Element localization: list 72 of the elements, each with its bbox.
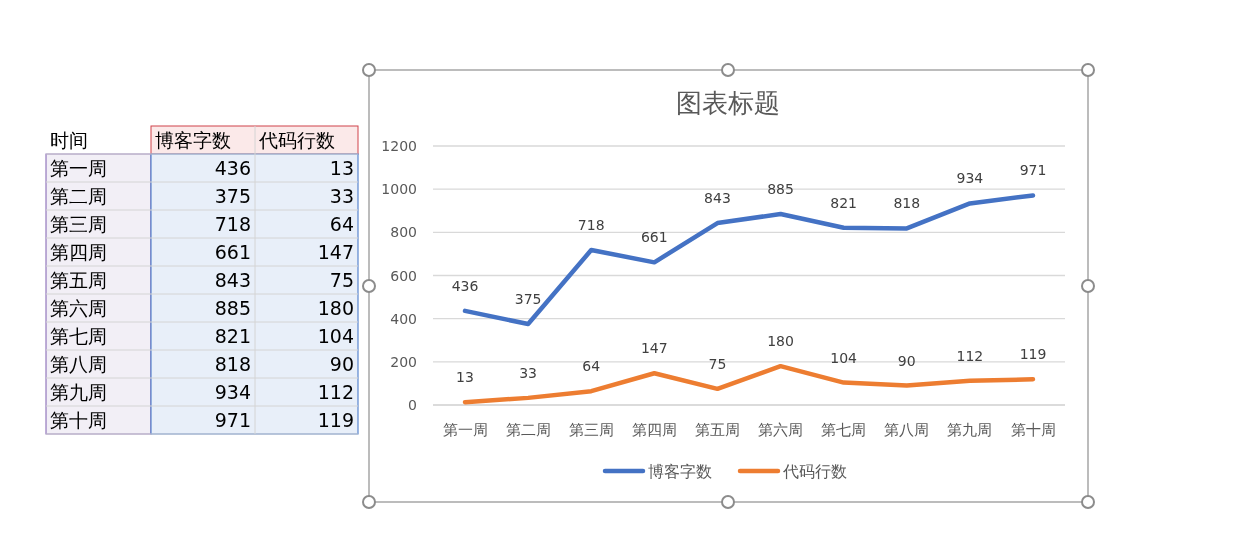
x-tick-label: 第四周 (631, 421, 677, 439)
category-label: 第八周 (50, 353, 107, 375)
data-label: 818 (214, 353, 251, 375)
x-tick-label: 第九周 (947, 421, 993, 439)
x-tick-label: 第六周 (758, 421, 804, 439)
category-label: 第六周 (50, 297, 107, 319)
data-label: 180 (767, 333, 794, 350)
x-tick-label: 第一周 (442, 421, 488, 439)
y-tick-label: 1000 (381, 181, 417, 198)
data-label: 33 (329, 185, 354, 207)
x-tick-label: 第十周 (1010, 421, 1056, 439)
data-label: 147 (317, 241, 354, 263)
data-label: 104 (317, 325, 354, 347)
data-label: 718 (214, 213, 251, 235)
series-label: 博客字数 (155, 129, 231, 151)
data-label: 119 (317, 409, 354, 431)
data-label: 112 (317, 381, 354, 403)
legend-label: 代码行数 (782, 462, 847, 481)
data-label: 13 (329, 157, 354, 179)
text: 代码行数 (258, 129, 335, 151)
y-tick-label: 400 (390, 310, 417, 327)
category-label: 第一周 (50, 157, 107, 179)
data-label: 180 (317, 297, 354, 319)
data-label: 90 (329, 353, 354, 375)
data-label: 661 (214, 241, 251, 263)
data-label: 971 (1019, 162, 1047, 179)
y-tick-label: 1200 (381, 138, 417, 154)
x-tick-label: 第二周 (505, 421, 551, 439)
data-label: 934 (214, 381, 251, 403)
data-label: 75 (708, 355, 727, 372)
x-tick-label: 第七周 (821, 421, 867, 439)
data-label: 843 (214, 269, 251, 291)
category-label: 第九周 (50, 381, 107, 403)
data-label: 818 (893, 195, 921, 212)
data-label: 104 (830, 349, 858, 366)
data-label: 718 (577, 217, 605, 234)
y-tick-label: 200 (390, 353, 417, 370)
data-label: 64 (329, 213, 354, 235)
x-tick-label: 第三周 (568, 421, 614, 439)
category-label: 第二周 (50, 185, 107, 207)
data-label: 119 (1019, 346, 1047, 363)
data-label: 375 (514, 291, 542, 308)
data-label: 821 (214, 325, 251, 347)
category-label: 第七周 (50, 325, 107, 347)
data-label: 821 (830, 194, 858, 211)
data-label: 885 (214, 297, 251, 319)
legend-label: 博客字数 (648, 462, 712, 481)
data-label: 112 (956, 347, 984, 364)
data-label: 885 (767, 180, 794, 197)
x-tick-label: 第八周 (884, 421, 930, 439)
data-label: 13 (456, 369, 474, 386)
y-tick-label: 0 (408, 397, 417, 413)
category-label: 第五周 (50, 269, 107, 291)
category-label: 第四周 (50, 241, 107, 263)
data-label: 90 (897, 352, 916, 369)
x-tick-label: 第五周 (694, 421, 740, 439)
data-label: 436 (451, 277, 479, 294)
data-label: 147 (640, 340, 668, 357)
y-tick-label: 800 (390, 224, 417, 241)
data-label: 661 (640, 229, 668, 246)
chart-title: 图表标题 (676, 88, 780, 118)
data-label: 843 (704, 190, 731, 207)
data-label: 64 (582, 358, 601, 375)
data-label: 436 (214, 157, 251, 179)
data-label: 934 (956, 170, 984, 187)
text: 时间 (50, 129, 88, 151)
data-label: 75 (329, 269, 354, 291)
data-label: 33 (519, 364, 538, 381)
category-label: 第三周 (50, 213, 107, 235)
data-label: 375 (214, 185, 251, 207)
data-label: 971 (214, 409, 251, 431)
y-tick-label: 600 (390, 267, 417, 284)
